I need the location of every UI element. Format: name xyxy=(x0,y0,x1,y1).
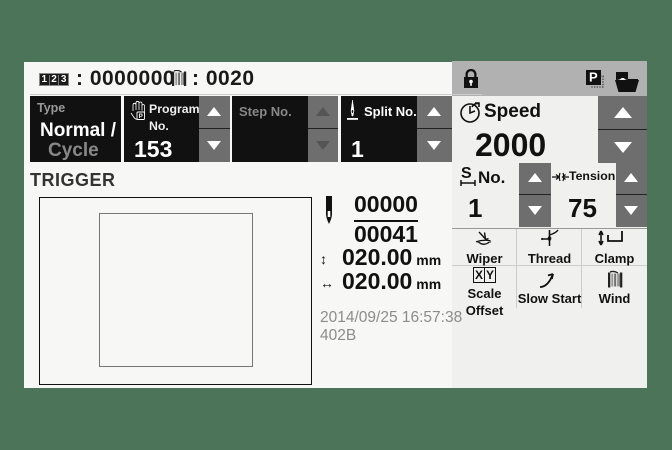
svg-text:S: S xyxy=(461,165,472,182)
svg-text:P: P xyxy=(139,114,143,120)
svg-text:P: P xyxy=(589,70,598,85)
